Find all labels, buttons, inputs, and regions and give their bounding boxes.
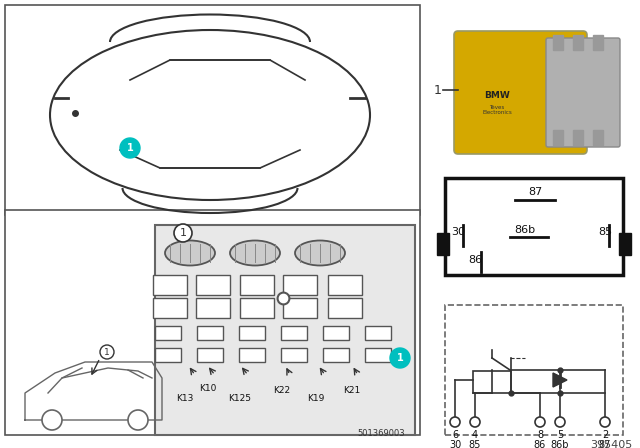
Circle shape [600,417,610,427]
Text: 85: 85 [469,440,481,448]
Bar [553,35,563,50]
Text: 8: 8 [537,430,543,440]
Bar [239,348,265,362]
Circle shape [555,417,565,427]
Bar [365,326,391,340]
Ellipse shape [50,30,370,200]
Bar [197,348,223,362]
Text: 86: 86 [468,255,482,265]
Text: 30: 30 [451,227,465,237]
Circle shape [100,345,114,359]
Circle shape [174,224,192,242]
Bar [196,275,230,295]
Polygon shape [553,373,567,387]
Bar [240,298,274,318]
Bar [573,130,583,145]
Bar [365,348,391,362]
Polygon shape [25,362,162,420]
Text: 5: 5 [557,430,563,440]
Text: 86b: 86b [551,440,569,448]
Text: K10: K10 [199,383,217,392]
Text: K19: K19 [307,393,324,402]
Bar [445,305,623,435]
FancyBboxPatch shape [546,38,620,147]
Text: 1: 1 [104,348,110,357]
Bar [5,210,420,435]
Text: 87: 87 [528,187,542,197]
Circle shape [42,410,62,430]
Bar [328,275,362,295]
Bar [155,326,181,340]
Bar [153,298,187,318]
Circle shape [450,417,460,427]
Text: 501369003: 501369003 [357,428,405,438]
Text: K22: K22 [273,385,291,395]
Bar [553,130,563,145]
Bar [197,326,223,340]
FancyBboxPatch shape [454,31,587,154]
Text: Teves
Electronics: Teves Electronics [482,104,512,116]
Bar [437,233,449,255]
Ellipse shape [165,241,215,266]
Text: 86b: 86b [515,225,536,235]
Text: 1: 1 [179,228,186,238]
Text: 1: 1 [397,353,403,363]
Bar [153,275,187,295]
Text: 6: 6 [452,430,458,440]
Text: 2: 2 [602,430,608,440]
Text: 1: 1 [127,143,133,153]
Circle shape [535,417,545,427]
Circle shape [120,138,140,158]
Bar [155,348,181,362]
Bar [323,326,349,340]
Bar [281,348,307,362]
Text: K125: K125 [228,393,252,402]
Bar [281,326,307,340]
Text: 30: 30 [449,440,461,448]
Bar [196,298,230,318]
Text: 4: 4 [472,430,478,440]
Text: K21: K21 [344,385,360,395]
Text: 87: 87 [599,440,611,448]
Text: BMW: BMW [484,90,510,99]
Circle shape [390,348,410,368]
Bar [328,298,362,318]
Circle shape [470,417,480,427]
Text: 85: 85 [598,227,612,237]
Bar [283,298,317,318]
Bar [593,130,603,145]
Bar [593,35,603,50]
Circle shape [128,410,148,430]
Bar [445,178,623,275]
Text: K13: K13 [176,393,194,402]
Bar [323,348,349,362]
Bar [155,225,415,435]
Ellipse shape [295,241,345,266]
Bar [240,275,274,295]
Bar [283,275,317,295]
Bar [573,35,583,50]
Bar [5,5,420,215]
Text: 86: 86 [534,440,546,448]
Text: 1: 1 [434,83,442,96]
Text: 395405: 395405 [589,440,632,448]
Bar [619,233,631,255]
Bar [473,371,511,393]
Ellipse shape [230,241,280,266]
Bar [239,326,265,340]
